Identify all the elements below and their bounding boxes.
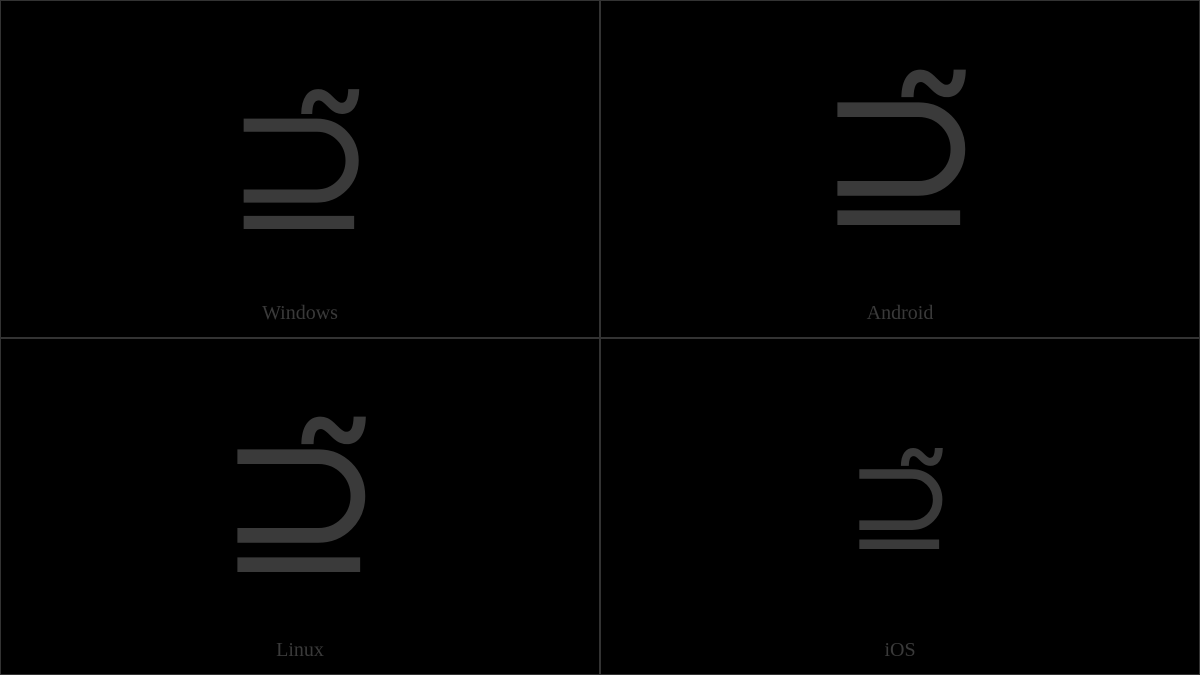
glyph-superset-tilde-linux: ⊇̃ [216, 406, 384, 606]
glyph-superset-tilde-android: ⊇̃ [816, 59, 984, 259]
panel-label-linux: Linux [276, 639, 324, 662]
panel-label-windows: Windows [262, 302, 338, 325]
panel-windows: ⊇̃ Windows [0, 0, 600, 338]
panel-linux: ⊇̃ Linux [0, 338, 600, 675]
glyph-superset-tilde-windows: ⊇̃ [225, 79, 376, 259]
panel-label-ios: iOS [884, 639, 915, 662]
glyph-superset-tilde-ios: ⊇̃ [846, 441, 955, 571]
panel-label-android: Android [867, 302, 934, 325]
panel-android: ⊇̃ Android [600, 0, 1200, 338]
panel-ios: ⊇̃ iOS [600, 338, 1200, 675]
